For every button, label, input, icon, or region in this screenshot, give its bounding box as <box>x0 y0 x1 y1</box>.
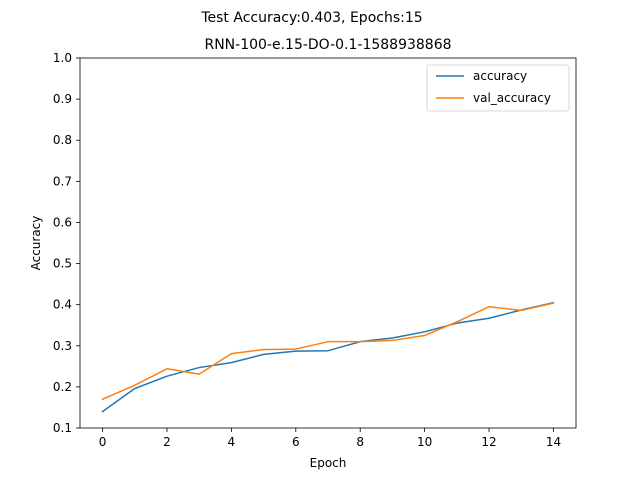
y-tick-label: 0.4 <box>53 298 72 312</box>
y-tick-label: 0.7 <box>53 174 72 188</box>
plot-area: 0 2 4 6 8 10 12 14 0.1 0.2 0.3 0.4 0.5 0.6 0.7 0.8 0.9 1.… <box>53 51 577 449</box>
x-tick-label: 10 <box>417 435 432 449</box>
x-tick-label: 12 <box>481 435 496 449</box>
y-axis-label: Accuracy <box>29 216 43 271</box>
x-tick-label: 0 <box>99 435 107 449</box>
axes-frame <box>79 57 577 429</box>
y-tick-label: 1.0 <box>53 51 72 65</box>
y-tick-label: 0.8 <box>53 133 72 147</box>
series-line-val-accuracy <box>101 302 555 401</box>
y-tick-label: 0.3 <box>53 339 72 353</box>
x-tick-label: 4 <box>228 435 236 449</box>
x-tick-label: 8 <box>356 435 364 449</box>
x-axis-label: Epoch <box>310 456 347 470</box>
y-tick-label: 0.5 <box>53 257 72 271</box>
x-tick-label: 6 <box>292 435 300 449</box>
x-tick-label: 2 <box>163 435 171 449</box>
y-tick-label: 0.1 <box>53 421 72 435</box>
y-tick-label: 0.9 <box>53 92 72 106</box>
series-line-accuracy <box>101 301 555 413</box>
legend-label-accuracy: accuracy <box>473 69 527 83</box>
x-tick-label: 14 <box>546 435 561 449</box>
legend-label-val-accuracy: val_accuracy <box>473 91 551 105</box>
figure-suptitle: Test Accuracy:0.403, Epochs:15 <box>200 10 422 26</box>
y-tick-label: 0.2 <box>53 380 72 394</box>
y-tick-label: 0.6 <box>53 215 72 229</box>
chart-title: RNN-100-e.15-DO-0.1-1588938868 <box>204 37 451 53</box>
